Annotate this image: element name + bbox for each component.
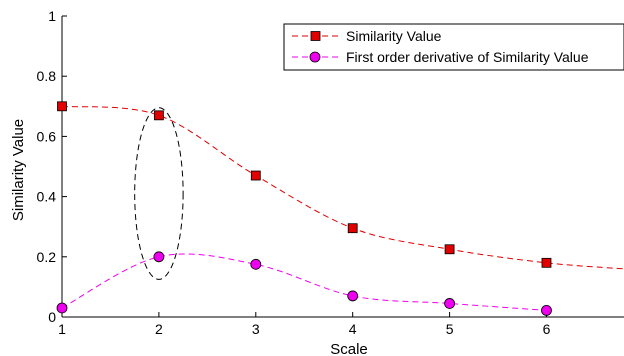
y-tick-label: 1 xyxy=(48,8,56,24)
data-point-square xyxy=(153,110,164,121)
y-tick-label: 0 xyxy=(48,309,56,325)
legend-label: First order derivative of Similarity Val… xyxy=(346,49,589,65)
y-tick-label: 0.6 xyxy=(37,128,57,144)
data-point-square xyxy=(541,257,552,268)
y-tick-label: 0.4 xyxy=(37,189,57,205)
plot-axes xyxy=(61,16,624,318)
series-1 xyxy=(57,101,624,270)
x-tick-label: 6 xyxy=(543,321,551,337)
data-point-square xyxy=(250,170,261,181)
data-point-circle xyxy=(153,251,165,263)
x-tick-label: 1 xyxy=(58,321,66,337)
legend-box xyxy=(283,23,624,71)
x-axis-label: Scale xyxy=(330,341,368,356)
data-point-circle xyxy=(541,304,552,316)
data-point-circle xyxy=(56,302,68,314)
legend-label: Similarity Value xyxy=(346,28,442,44)
data-point-square xyxy=(347,223,358,234)
data-point-square xyxy=(57,101,67,112)
legend: Similarity Value First order derivative o… xyxy=(283,23,624,71)
series-layer xyxy=(56,101,624,316)
series-line xyxy=(61,253,547,311)
x-tick-label: 4 xyxy=(349,321,357,337)
data-point-circle xyxy=(347,290,359,302)
data-point-square xyxy=(444,244,455,255)
x-tick-label: 3 xyxy=(252,321,260,337)
data-point-circle xyxy=(444,298,455,309)
highlight-ellipse xyxy=(134,107,184,280)
y-axis-label: Similarity Value xyxy=(10,119,27,221)
x-tick-label: 5 xyxy=(446,321,454,337)
series-2 xyxy=(56,251,552,316)
data-point-circle xyxy=(250,258,262,270)
series-line xyxy=(61,105,624,270)
annotations xyxy=(134,107,184,280)
legend-entry: First order derivative of Similarity Val… xyxy=(292,49,589,65)
legend-marker-circle xyxy=(309,51,321,63)
x-tick-label: 2 xyxy=(155,321,163,337)
legend-marker-square xyxy=(310,31,321,41)
legend-entry: Similarity Value xyxy=(292,28,442,44)
y-tick-label: 0.8 xyxy=(37,68,57,84)
y-tick-label: 0.2 xyxy=(37,249,57,265)
axis-ticks: 1 2 3 4 5 6 0 0.2 0.4 0.6 0.8 1 xyxy=(37,8,551,337)
